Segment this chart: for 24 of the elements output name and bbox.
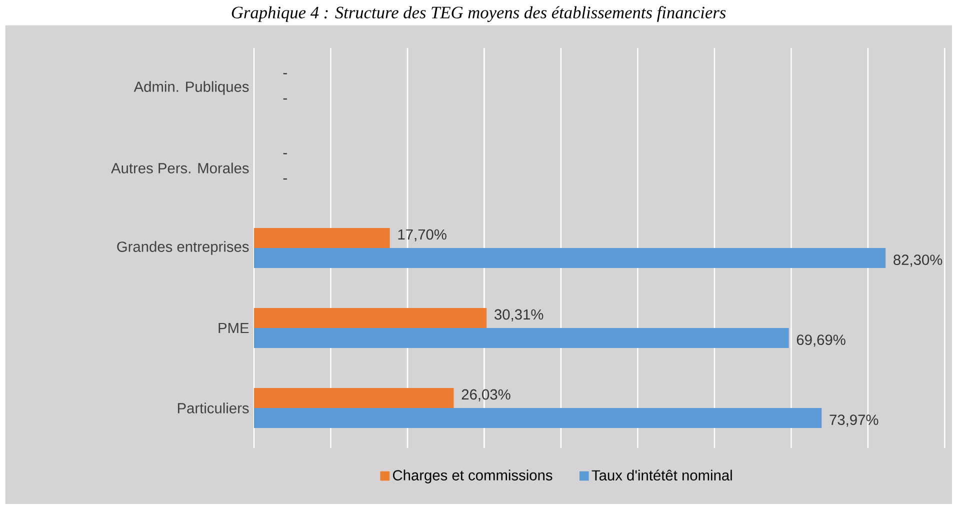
y-tick-label: Autres Pers. Morales: [111, 162, 249, 174]
y-tick-label: Grandes entreprises: [117, 241, 249, 255]
legend-label: Taux d'intétêt nominal: [592, 470, 732, 481]
data-label: 73,97%: [830, 414, 878, 427]
data-label: 26,03%: [462, 389, 510, 402]
bar: [254, 388, 454, 408]
text: -: [283, 153, 287, 154]
data-label: 69,69%: [796, 334, 846, 347]
bar: [254, 408, 822, 428]
bar: [254, 308, 487, 328]
legend-label: Charges et commissions: [392, 470, 552, 484]
y-tick-label: Particuliers: [178, 402, 249, 414]
y-tick-label: Admin. Publiques: [134, 81, 249, 95]
bar: [254, 248, 886, 268]
bar: [254, 228, 390, 248]
data-label: 17,70%: [398, 229, 446, 242]
y-tick-label: PME: [218, 322, 249, 334]
bar: [254, 328, 789, 348]
text: -: [283, 98, 287, 100]
text: -: [283, 73, 287, 74]
chart-title: Graphique 4 : Structure des TEG moyens des établissements financiers: [232, 6, 726, 22]
data-label: 82,30%: [894, 254, 942, 267]
text: -: [283, 178, 287, 180]
data-label: 30,31%: [494, 309, 544, 322]
